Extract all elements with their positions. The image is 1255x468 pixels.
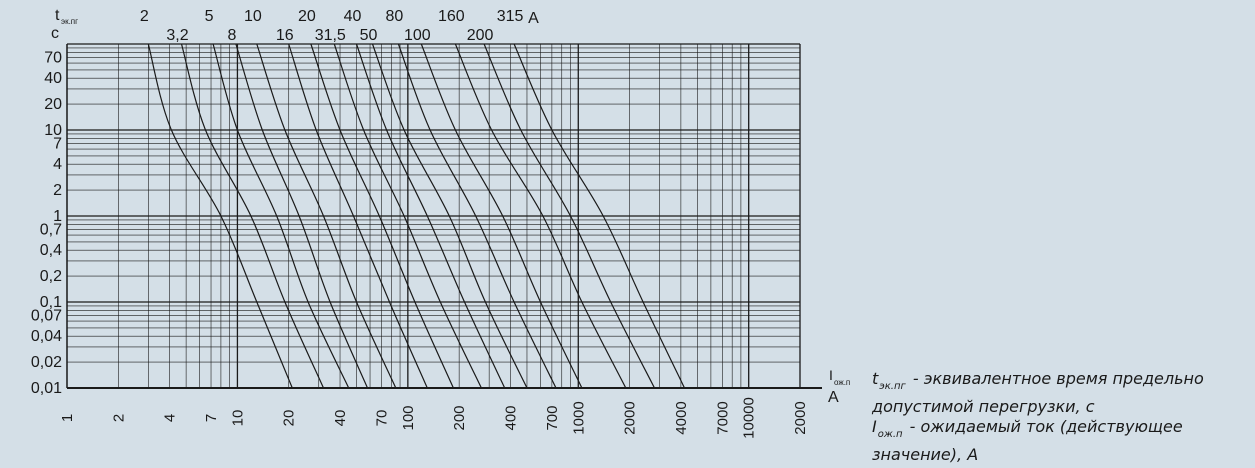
legend-row-time-cont: допустимой перегрузки, с [872,397,1095,416]
legend-time-sub: эк.пг [879,381,906,392]
legend-time-text: - эквивалентное время предельно [912,369,1204,388]
x-tick-label: 4 [162,414,179,422]
y-tick-label: 0,2 [40,268,62,285]
y-tick-label: 1 [53,208,62,225]
series-label: 40 [344,8,362,25]
x-tick-label: 1 [59,414,76,422]
grid-minor-lines [67,44,801,388]
x-tick-label: 7 [203,414,220,422]
x-tick-label: 10000 [741,397,758,439]
x-tick-label: 20 [281,410,298,427]
y-axis-label-sub: эк.пг [61,17,78,26]
legend: tэк.пг - эквивалентное время предельно д… [872,369,1252,465]
y-tick-label: 0,04 [31,328,62,345]
series-label: 10 [244,8,262,25]
y-tick-label: 0,4 [40,242,62,259]
y-tick-label: 0,7 [40,221,62,238]
series-label: 20 [298,8,316,25]
legend-row-current: Iож.п - ожидаемый ток (действующее [872,417,1252,445]
x-axis-title: I ож.п А [828,367,850,406]
curve-20 [310,43,454,389]
grid-major-lines [66,43,822,389]
series-label: 160 [438,8,465,25]
y-tick-label: 0,1 [40,294,62,311]
curve-160 [454,43,627,389]
curve-40 [355,43,506,389]
y-tick-label: 0,02 [31,354,62,371]
y-tick-label: 40 [44,70,62,87]
x-tick-label: 400 [502,405,519,430]
curve-3-2 [180,43,325,389]
curve-10 [256,43,397,389]
series-label: 315 [497,8,524,25]
y-tick-label: 7 [53,135,62,152]
y-tick-label: 4 [53,156,62,173]
y-tick-label: 20 [44,96,62,113]
curve-8 [235,43,369,389]
legend-time-symbol: t [872,369,879,388]
x-tick-label: 4000 [673,401,690,434]
x-tick-label: 100 [400,405,417,430]
x-axis-label-main: I [829,367,833,383]
y-tick-label: 10 [44,122,62,139]
y-axis-unit: с [51,25,59,42]
x-tick-label: 2 [110,414,127,422]
y-axis-title: t эк.пг с [51,7,78,42]
y-tick-labels: 70 40 20 107 4 2 10,7 0,4 0,2 0,10,07 0,04 0,02 0,01 [31,49,62,397]
legend-row-time: tэк.пг - эквивалентное время предельно [872,369,1252,397]
x-tick-label: 2000 [622,401,639,434]
curve-16 [288,43,428,389]
legend-current-sub: ож.п [877,429,903,440]
x-axis-unit: А [828,389,839,406]
legend-row-current-cont: значение), А [872,445,979,464]
x-tick-label: 700 [544,405,561,430]
legend-current-symbol: I [872,417,877,436]
curve-315 [513,43,686,389]
curve-50 [371,43,528,389]
series-label: 5 [205,8,214,25]
x-tick-label: 2000 [792,401,809,434]
x-tick-label: 70 [373,410,390,427]
y-tick-label: 2 [53,182,62,199]
curve-31-5 [333,43,482,389]
curve-200 [483,43,656,389]
series-label: 16 [276,27,294,44]
x-tick-label: 40 [332,410,349,427]
series-label: 3,2 [166,27,188,44]
curve-5 [212,43,350,389]
y-axis-label-main: t [55,7,60,24]
x-tick-labels: 1 2 4 7 10 20 40 70 100 200 400 700 1000 2000 4000 7000… [59,397,809,439]
x-tick-label: 1000 [570,401,587,434]
series-label: 200 [467,27,494,44]
series-label: 80 [385,8,403,25]
series-label: 100 [404,27,431,44]
characteristic-curves [147,43,686,389]
series-unit-label: А [528,10,539,27]
x-tick-label: 10 [229,410,246,427]
y-tick-label: 0,01 [31,380,62,397]
series-label: 2 [140,8,149,25]
y-tick-label: 0,07 [31,307,62,324]
series-label: 8 [227,27,236,44]
x-tick-label: 200 [451,405,468,430]
curve-100 [420,43,583,389]
curve-2 [147,43,293,389]
x-tick-label: 7000 [714,401,731,434]
series-label: 50 [360,27,378,44]
y-tick-label: 70 [44,49,62,66]
series-label: 31,5 [315,27,346,44]
legend-current-text: - ожидаемый ток (действующее [909,417,1183,436]
x-axis-label-sub: ож.п [834,378,850,387]
curve-80 [397,43,557,389]
